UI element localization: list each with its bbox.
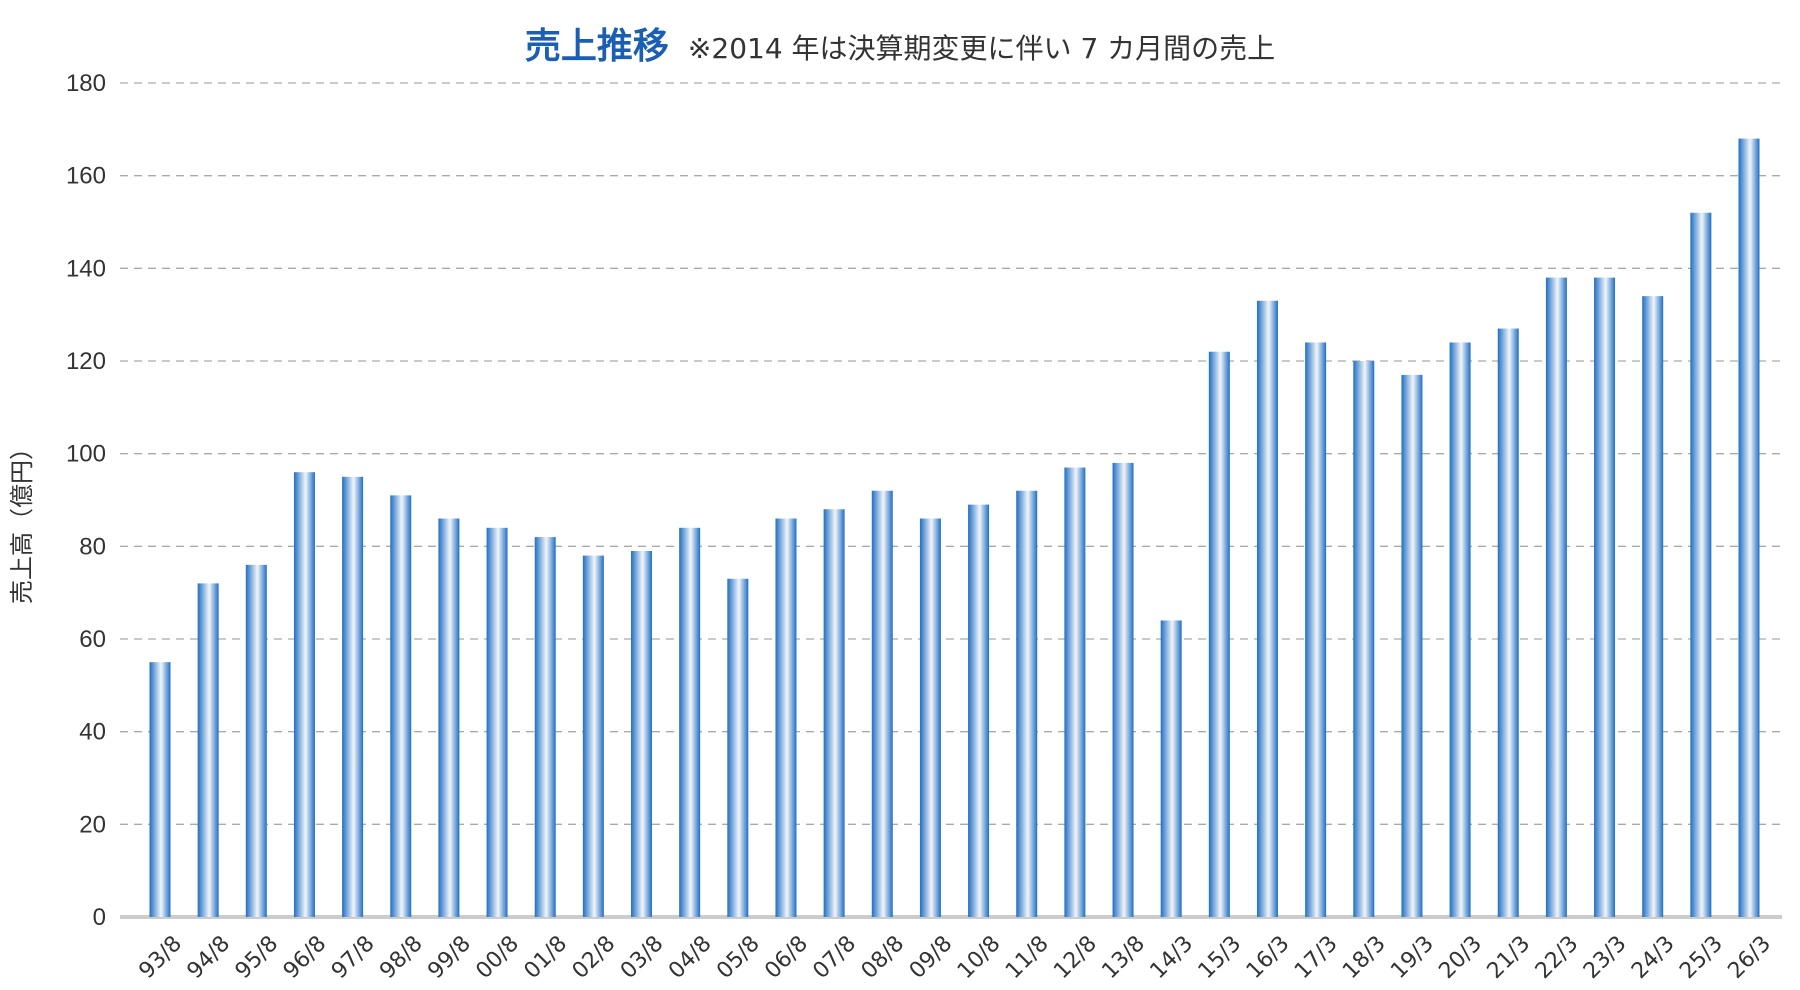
x-axis-ticks: 93/894/895/896/897/898/899/800/801/802/8… bbox=[134, 931, 1776, 984]
bar-02-8 bbox=[582, 555, 604, 917]
y-tick-label: 20 bbox=[79, 811, 106, 838]
bar-20-3 bbox=[1449, 342, 1471, 917]
x-tick-label: 13/8 bbox=[1097, 931, 1150, 984]
bar-07-8 bbox=[823, 509, 845, 917]
x-tick-label: 18/3 bbox=[1338, 931, 1391, 984]
x-tick-label: 20/3 bbox=[1434, 931, 1487, 984]
x-tick-label: 12/8 bbox=[1049, 931, 1102, 984]
chart-title: 売上推移 bbox=[525, 26, 669, 67]
bar-21-3 bbox=[1497, 328, 1519, 918]
bar-23-3 bbox=[1594, 277, 1616, 918]
bar-93-8 bbox=[149, 662, 171, 917]
x-tick-label: 01/8 bbox=[520, 931, 573, 984]
y-tick-label: 60 bbox=[79, 626, 106, 653]
bar-01-8 bbox=[534, 537, 556, 917]
x-tick-label: 06/8 bbox=[760, 931, 813, 984]
grid-lines bbox=[120, 82, 1782, 919]
bar-00-8 bbox=[486, 527, 508, 917]
bar-14-3 bbox=[1160, 620, 1182, 917]
x-tick-label: 08/8 bbox=[857, 931, 910, 984]
x-tick-label: 21/3 bbox=[1483, 931, 1536, 984]
x-tick-label: 00/8 bbox=[471, 931, 524, 984]
chart-title-line: 売上推移 ※2014 年は決算期変更に伴い 7 カ月間の売上 bbox=[525, 26, 1275, 67]
x-tick-label: 10/8 bbox=[953, 931, 1006, 984]
bar-06-8 bbox=[775, 518, 797, 917]
x-tick-label: 95/8 bbox=[231, 931, 284, 984]
y-tick-label: 80 bbox=[79, 533, 106, 560]
bar-98-8 bbox=[390, 495, 412, 917]
x-tick-label: 26/3 bbox=[1723, 931, 1776, 984]
x-tick-label: 19/3 bbox=[1386, 931, 1439, 984]
x-tick-label: 17/3 bbox=[1290, 931, 1343, 984]
bar-25-3 bbox=[1690, 212, 1712, 917]
bar-05-8 bbox=[727, 578, 749, 917]
bar-26-3 bbox=[1738, 138, 1760, 918]
x-tick-label: 22/3 bbox=[1531, 931, 1584, 984]
bar-22-3 bbox=[1545, 277, 1567, 918]
x-tick-label: 11/8 bbox=[1001, 931, 1054, 984]
bar-94-8 bbox=[197, 583, 219, 917]
chart-subtitle: ※2014 年は決算期変更に伴い 7 カ月間の売上 bbox=[688, 32, 1275, 65]
x-tick-label: 98/8 bbox=[375, 931, 428, 984]
y-tick-label: 0 bbox=[93, 904, 106, 931]
x-tick-label: 07/8 bbox=[809, 931, 862, 984]
y-tick-label: 180 bbox=[66, 70, 106, 97]
x-tick-label: 93/8 bbox=[134, 931, 187, 984]
x-tick-label: 14/3 bbox=[1146, 931, 1199, 984]
x-tick-label: 99/8 bbox=[423, 931, 476, 984]
bar-09-8 bbox=[919, 518, 941, 917]
x-tick-label: 03/8 bbox=[616, 931, 669, 984]
y-tick-label: 40 bbox=[79, 719, 106, 746]
x-tick-label: 16/3 bbox=[1242, 931, 1295, 984]
bar-08-8 bbox=[871, 490, 893, 917]
y-tick-label: 100 bbox=[66, 441, 106, 468]
bar-13-8 bbox=[1112, 462, 1134, 917]
bar-03-8 bbox=[631, 550, 653, 917]
y-tick-label: 140 bbox=[66, 255, 106, 282]
x-tick-label: 04/8 bbox=[664, 931, 717, 984]
bar-19-3 bbox=[1401, 374, 1423, 917]
bar-97-8 bbox=[342, 476, 364, 917]
bar-99-8 bbox=[438, 518, 460, 917]
y-tick-label: 120 bbox=[66, 348, 106, 375]
bar-96-8 bbox=[293, 472, 315, 917]
x-tick-label: 24/3 bbox=[1627, 931, 1680, 984]
bar-95-8 bbox=[245, 564, 267, 917]
x-tick-label: 15/3 bbox=[1194, 931, 1247, 984]
y-axis-ticks: 0 20 40 60 80 100 120 140 160 180 bbox=[66, 70, 106, 931]
x-tick-label: 96/8 bbox=[279, 931, 332, 984]
x-tick-label: 25/3 bbox=[1675, 931, 1728, 984]
bar-24-3 bbox=[1642, 296, 1664, 918]
bar-04-8 bbox=[679, 527, 701, 917]
bar-16-3 bbox=[1256, 300, 1278, 917]
y-axis-label: 売上高（億円） bbox=[8, 436, 36, 604]
x-tick-label: 97/8 bbox=[327, 931, 380, 984]
bar-12-8 bbox=[1064, 467, 1086, 917]
x-tick-label: 23/3 bbox=[1579, 931, 1632, 984]
x-tick-label: 09/8 bbox=[905, 931, 958, 984]
bar-17-3 bbox=[1305, 342, 1327, 917]
x-tick-label: 05/8 bbox=[712, 931, 765, 984]
bars bbox=[149, 138, 1760, 918]
bar-11-8 bbox=[1016, 490, 1038, 917]
x-tick-label: 94/8 bbox=[183, 931, 236, 984]
bar-15-3 bbox=[1208, 351, 1230, 917]
bar-10-8 bbox=[968, 504, 990, 917]
y-tick-label: 160 bbox=[66, 163, 106, 190]
bar-18-3 bbox=[1353, 361, 1375, 917]
x-tick-label: 02/8 bbox=[568, 931, 621, 984]
